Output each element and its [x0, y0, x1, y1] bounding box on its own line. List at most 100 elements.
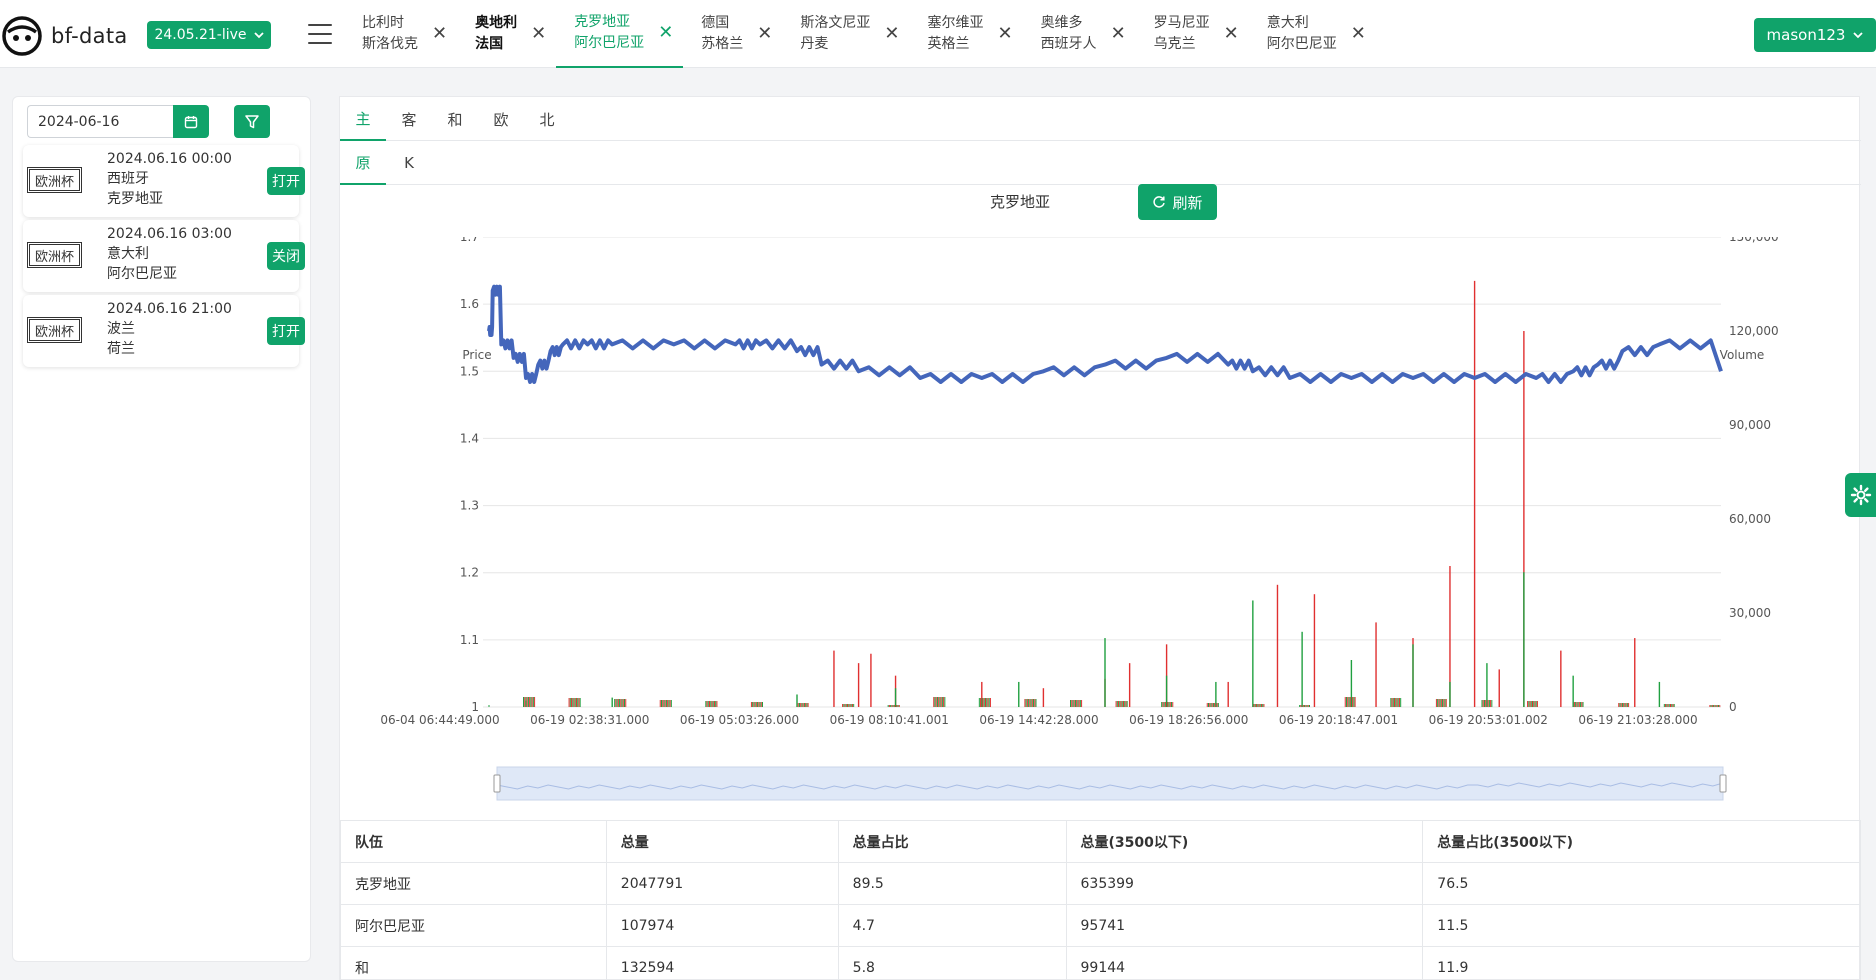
tab-label: 克罗地亚 阿尔巴尼亚	[574, 12, 644, 54]
y-tick-label: 1.3	[460, 499, 479, 513]
match-tab[interactable]: 斯洛文尼亚丹麦 ✕	[782, 0, 909, 68]
price-volume-chart[interactable]: Price Volume 1.7 1.6 1.5 1.4 1.3 1.2 1.1 1 150,000…	[340, 237, 1861, 817]
x-tick-label: 06-19 05:03:26.000	[680, 713, 799, 727]
close-icon[interactable]: ✕	[997, 23, 1013, 44]
y-tick-label: 1.4	[460, 431, 479, 445]
market-tab[interactable]: 北	[539, 110, 555, 129]
refresh-label: 刷新	[1172, 193, 1203, 212]
filter-button[interactable]	[234, 105, 270, 138]
filter-icon	[245, 114, 259, 128]
match-tab[interactable]: 意大利 阿尔巴尼亚 ✕	[1249, 0, 1376, 68]
view-tab[interactable]: 原	[340, 141, 386, 185]
match-home: 意大利	[107, 246, 149, 262]
table-row: 和 132594 5.8 99144 11.9	[340, 946, 1861, 980]
match-info: 2024.06.16 03:00 意大利 阿尔巴尼亚	[107, 224, 232, 284]
table-header-row: 队伍 总量 总量占比 总量(3500以下) 总量占比(3500以下)	[340, 820, 1861, 863]
version-dropdown[interactable]: 24.05.21-live	[147, 21, 271, 49]
table-cell: 95741	[1065, 904, 1424, 947]
tab-away-team: 西班牙人	[1040, 36, 1097, 52]
close-icon[interactable]: ✕	[757, 23, 773, 44]
tab-away-team: 乌克兰	[1153, 36, 1196, 52]
match-toggle-button[interactable]: 关闭	[267, 242, 305, 270]
tab-label: 斯洛文尼亚 丹麦	[800, 13, 870, 55]
match-tab[interactable]: 罗马尼亚乌克兰 ✕	[1136, 0, 1249, 68]
tab-home-team: 奥维多	[1040, 15, 1083, 31]
match-tab[interactable]: 德国 苏格兰 ✕	[683, 0, 782, 68]
y2-axis-label: Volume	[1720, 348, 1765, 362]
zoom-slider-track	[496, 766, 1724, 801]
y-tick-label: 1.7	[460, 237, 479, 244]
table-cell: 76.5	[1422, 862, 1861, 905]
close-icon[interactable]: ✕	[1223, 23, 1239, 44]
menu-icon[interactable]	[308, 24, 332, 44]
zoom-handle-left	[493, 774, 501, 793]
y-tick-label: 1.2	[460, 566, 479, 580]
view-tab[interactable]: K	[404, 154, 414, 172]
y2-tick-label: 60,000	[1729, 512, 1771, 526]
table-cell: 132594	[605, 946, 839, 980]
settings-button[interactable]	[1845, 473, 1876, 517]
match-tab[interactable]: 比利时 斯洛伐克 ✕	[344, 0, 457, 68]
close-icon[interactable]: ✕	[1350, 23, 1366, 44]
close-icon[interactable]: ✕	[884, 23, 900, 44]
column-header[interactable]: 总量(3500以下)	[1065, 820, 1424, 863]
match-toggle-button[interactable]: 打开	[267, 317, 305, 345]
match-card: 欧洲杯 2024.06.16 03:00 意大利 阿尔巴尼亚 关闭	[23, 220, 305, 292]
league-badge: 欧洲杯	[27, 242, 82, 268]
tab-home-team: 斯洛文尼亚	[800, 15, 871, 31]
close-icon[interactable]: ✕	[432, 23, 448, 44]
tab-home-team: 德国	[701, 15, 730, 31]
date-value: 2024-06-16	[38, 113, 120, 130]
column-header[interactable]: 总量	[605, 820, 839, 863]
x-tick-label: 06-19 20:53:01.002	[1429, 713, 1548, 727]
market-tab[interactable]: 和	[447, 110, 463, 129]
match-tab[interactable]: 奥维多西班牙人 ✕	[1023, 0, 1136, 68]
column-header[interactable]: 总量占比(3500以下)	[1422, 820, 1861, 863]
match-card: 欧洲杯 2024.06.16 21:00 波兰 荷兰 打开	[23, 295, 305, 367]
tab-away-team: 阿尔巴尼亚	[1266, 36, 1337, 52]
calendar-icon	[184, 115, 198, 128]
match-toggle-button[interactable]: 打开	[267, 167, 305, 195]
table-row: 阿尔巴尼亚 107974 4.7 95741 11.5	[340, 904, 1861, 947]
tab-away-team: 丹麦	[800, 36, 829, 52]
y2-tick-label: 90,000	[1729, 418, 1771, 432]
version-label: 24.05.21-live	[154, 27, 247, 43]
tab-away-team: 斯洛伐克	[362, 36, 418, 52]
match-tab[interactable]: 塞尔维亚 英格兰 ✕	[909, 0, 1022, 68]
table-cell: 11.5	[1422, 904, 1861, 947]
column-header[interactable]: 队伍	[340, 820, 607, 863]
tab-label: 意大利 阿尔巴尼亚	[1267, 13, 1337, 55]
chevron-down-icon	[253, 31, 264, 38]
match-time: 2024.06.16 03:00	[107, 226, 232, 242]
y2-tick-label: 30,000	[1729, 606, 1771, 620]
date-input[interactable]: 2024-06-16	[27, 105, 173, 138]
logo-icon	[2, 16, 42, 56]
refresh-button[interactable]: 刷新	[1138, 184, 1217, 220]
market-tab[interactable]: 主	[340, 97, 386, 141]
top-bar: bf-data 24.05.21-live 比利时 斯洛伐克 ✕ 奥地利 法国 ✕ 克罗地亚…	[0, 0, 1876, 68]
close-icon[interactable]: ✕	[658, 22, 674, 43]
tab-home-team: 罗马尼亚	[1153, 15, 1210, 31]
calendar-button[interactable]	[173, 105, 209, 138]
market-tab[interactable]: 客	[401, 110, 417, 129]
close-icon[interactable]: ✕	[1110, 23, 1126, 44]
market-tab[interactable]: 欧	[493, 110, 509, 129]
logo[interactable]: bf-data	[0, 14, 128, 58]
tab-home-team: 克罗地亚	[574, 14, 631, 30]
x-tick-label: 06-19 14:42:28.000	[979, 713, 1098, 727]
user-dropdown[interactable]: mason123	[1754, 18, 1876, 52]
app-name: bf-data	[51, 24, 128, 48]
chart-title: 克罗地亚	[990, 193, 1051, 211]
column-header[interactable]: 总量占比	[837, 820, 1067, 863]
y-tick-label: 1.6	[460, 297, 479, 311]
x-tick-label: 06-19 08:10:41.001	[830, 713, 949, 727]
match-info: 2024.06.16 21:00 波兰 荷兰	[107, 299, 232, 359]
tab-label: 比利时 斯洛伐克	[362, 13, 418, 55]
match-tab[interactable]: 克罗地亚 阿尔巴尼亚 ✕	[556, 0, 684, 68]
match-tab[interactable]: 奥地利 法国 ✕	[457, 0, 556, 68]
chevron-down-icon	[1853, 31, 1864, 38]
gear-icon	[1850, 484, 1871, 506]
match-time: 2024.06.16 00:00	[107, 151, 232, 167]
close-icon[interactable]: ✕	[531, 23, 547, 44]
